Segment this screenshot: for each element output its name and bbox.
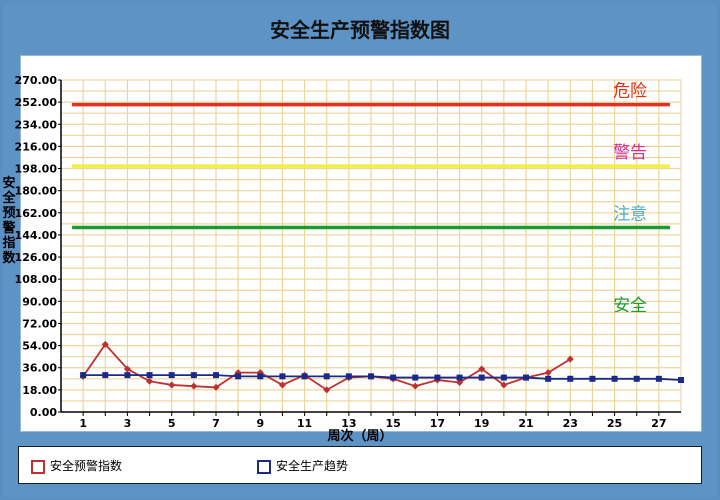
series-point — [124, 372, 131, 379]
series-point — [478, 374, 485, 381]
series-point — [345, 373, 352, 380]
series-point — [523, 374, 529, 381]
series-point — [434, 374, 441, 381]
series-point — [500, 374, 507, 381]
series-point — [544, 369, 552, 377]
y-axis-label: 安全预警指数 — [2, 176, 16, 266]
series-point — [545, 375, 552, 382]
x-tick-label: 27 — [651, 417, 666, 430]
series-point — [213, 372, 219, 379]
y-tick-label: 72.00 — [22, 317, 57, 330]
series-point — [500, 381, 508, 389]
series-point — [278, 381, 286, 389]
x-tick-label: 17 — [430, 417, 445, 430]
x-tick-label: 19 — [474, 417, 489, 430]
series-point — [190, 382, 198, 390]
y-tick-label: 162.00 — [15, 207, 58, 220]
series-point — [411, 382, 419, 390]
y-tick-label: 180.00 — [15, 185, 58, 198]
series-point — [611, 375, 618, 382]
legend-label-trend: 安全生产趋势 — [276, 459, 349, 473]
series-point — [168, 372, 175, 379]
series-point — [80, 372, 87, 379]
series-point — [168, 381, 176, 389]
series-point — [323, 373, 330, 380]
series-point — [390, 374, 397, 381]
zone-label: 安全 — [613, 296, 647, 316]
series-point — [567, 375, 574, 382]
x-tick-label: 15 — [385, 417, 400, 430]
x-tick-label: 25 — [607, 417, 622, 430]
y-tick-label: 18.00 — [22, 384, 57, 397]
series-point — [146, 372, 153, 379]
series-point — [212, 383, 220, 391]
series-point — [123, 365, 131, 373]
legend-item-trend: 安全生产趋势 — [257, 457, 348, 474]
series-point — [368, 373, 374, 380]
x-tick-labels: 1 3 5 7 9 11 13 15 17 19 21 23 25 27 — [79, 412, 667, 430]
zone-label: 警告 — [613, 143, 647, 163]
x-tick-label: 1 — [79, 417, 87, 430]
x-tick-label: 13 — [341, 417, 356, 430]
y-tick-label: 234.00 — [15, 118, 58, 131]
y-tick-label: 270.00 — [15, 74, 58, 87]
y-tick-labels: 0.00 18.00 36.00 54.00 72.00 90.00 108.00 126.0… — [15, 74, 61, 419]
y-tick-label: 108.00 — [15, 273, 58, 286]
y-tick-label: 0.00 — [30, 406, 57, 419]
y-tick-label: 216.00 — [15, 140, 58, 153]
series-point — [678, 377, 684, 384]
y-tick-label: 36.00 — [22, 362, 57, 375]
y-tick-label: 54.00 — [22, 340, 57, 353]
y-tick-label: 126.00 — [15, 251, 58, 264]
x-tick-label: 11 — [297, 417, 312, 430]
x-tick-label: 3 — [124, 417, 132, 430]
chart-title: 安全生产预警指数图 — [270, 18, 450, 42]
series-group — [79, 340, 684, 394]
legend-label-index: 安全预警指数 — [50, 459, 123, 473]
series-point — [101, 340, 109, 348]
series-line — [83, 374, 682, 381]
series-point — [146, 377, 154, 385]
y-tick-label: 198.00 — [15, 163, 58, 176]
series-point — [566, 355, 574, 363]
y-tick-label: 252.00 — [15, 96, 58, 109]
x-tick-label: 9 — [256, 417, 264, 430]
series-point — [301, 373, 308, 380]
zone-label: 危险 — [613, 82, 647, 102]
series-point — [456, 378, 464, 386]
x-axis-label: 周次（周） — [327, 429, 393, 444]
series-point — [102, 372, 109, 379]
x-tick-label: 21 — [518, 417, 533, 430]
threshold-lines — [72, 102, 670, 230]
series-point — [478, 365, 486, 373]
legend-swatch-trend — [257, 459, 271, 474]
series-point — [412, 374, 419, 381]
x-tick-label: 7 — [212, 417, 220, 430]
zone-label: 注意 — [613, 205, 647, 225]
series-point — [655, 375, 662, 382]
y-tick-label: 144.00 — [15, 229, 58, 242]
series-point — [589, 375, 596, 382]
series-point — [633, 375, 640, 382]
x-tick-label: 5 — [168, 417, 176, 430]
series-point — [323, 386, 331, 394]
y-tick-label: 90.00 — [22, 295, 57, 308]
legend-swatch-index — [31, 459, 45, 474]
series-point — [235, 373, 242, 380]
series-point — [279, 373, 286, 380]
series-point — [190, 372, 197, 379]
legend: 安全预警指数 安全生产趋势 — [18, 446, 702, 484]
legend-item-index: 安全预警指数 — [31, 457, 122, 474]
series-point — [456, 374, 463, 381]
series-point — [257, 373, 264, 380]
x-tick-label: 23 — [563, 417, 578, 430]
